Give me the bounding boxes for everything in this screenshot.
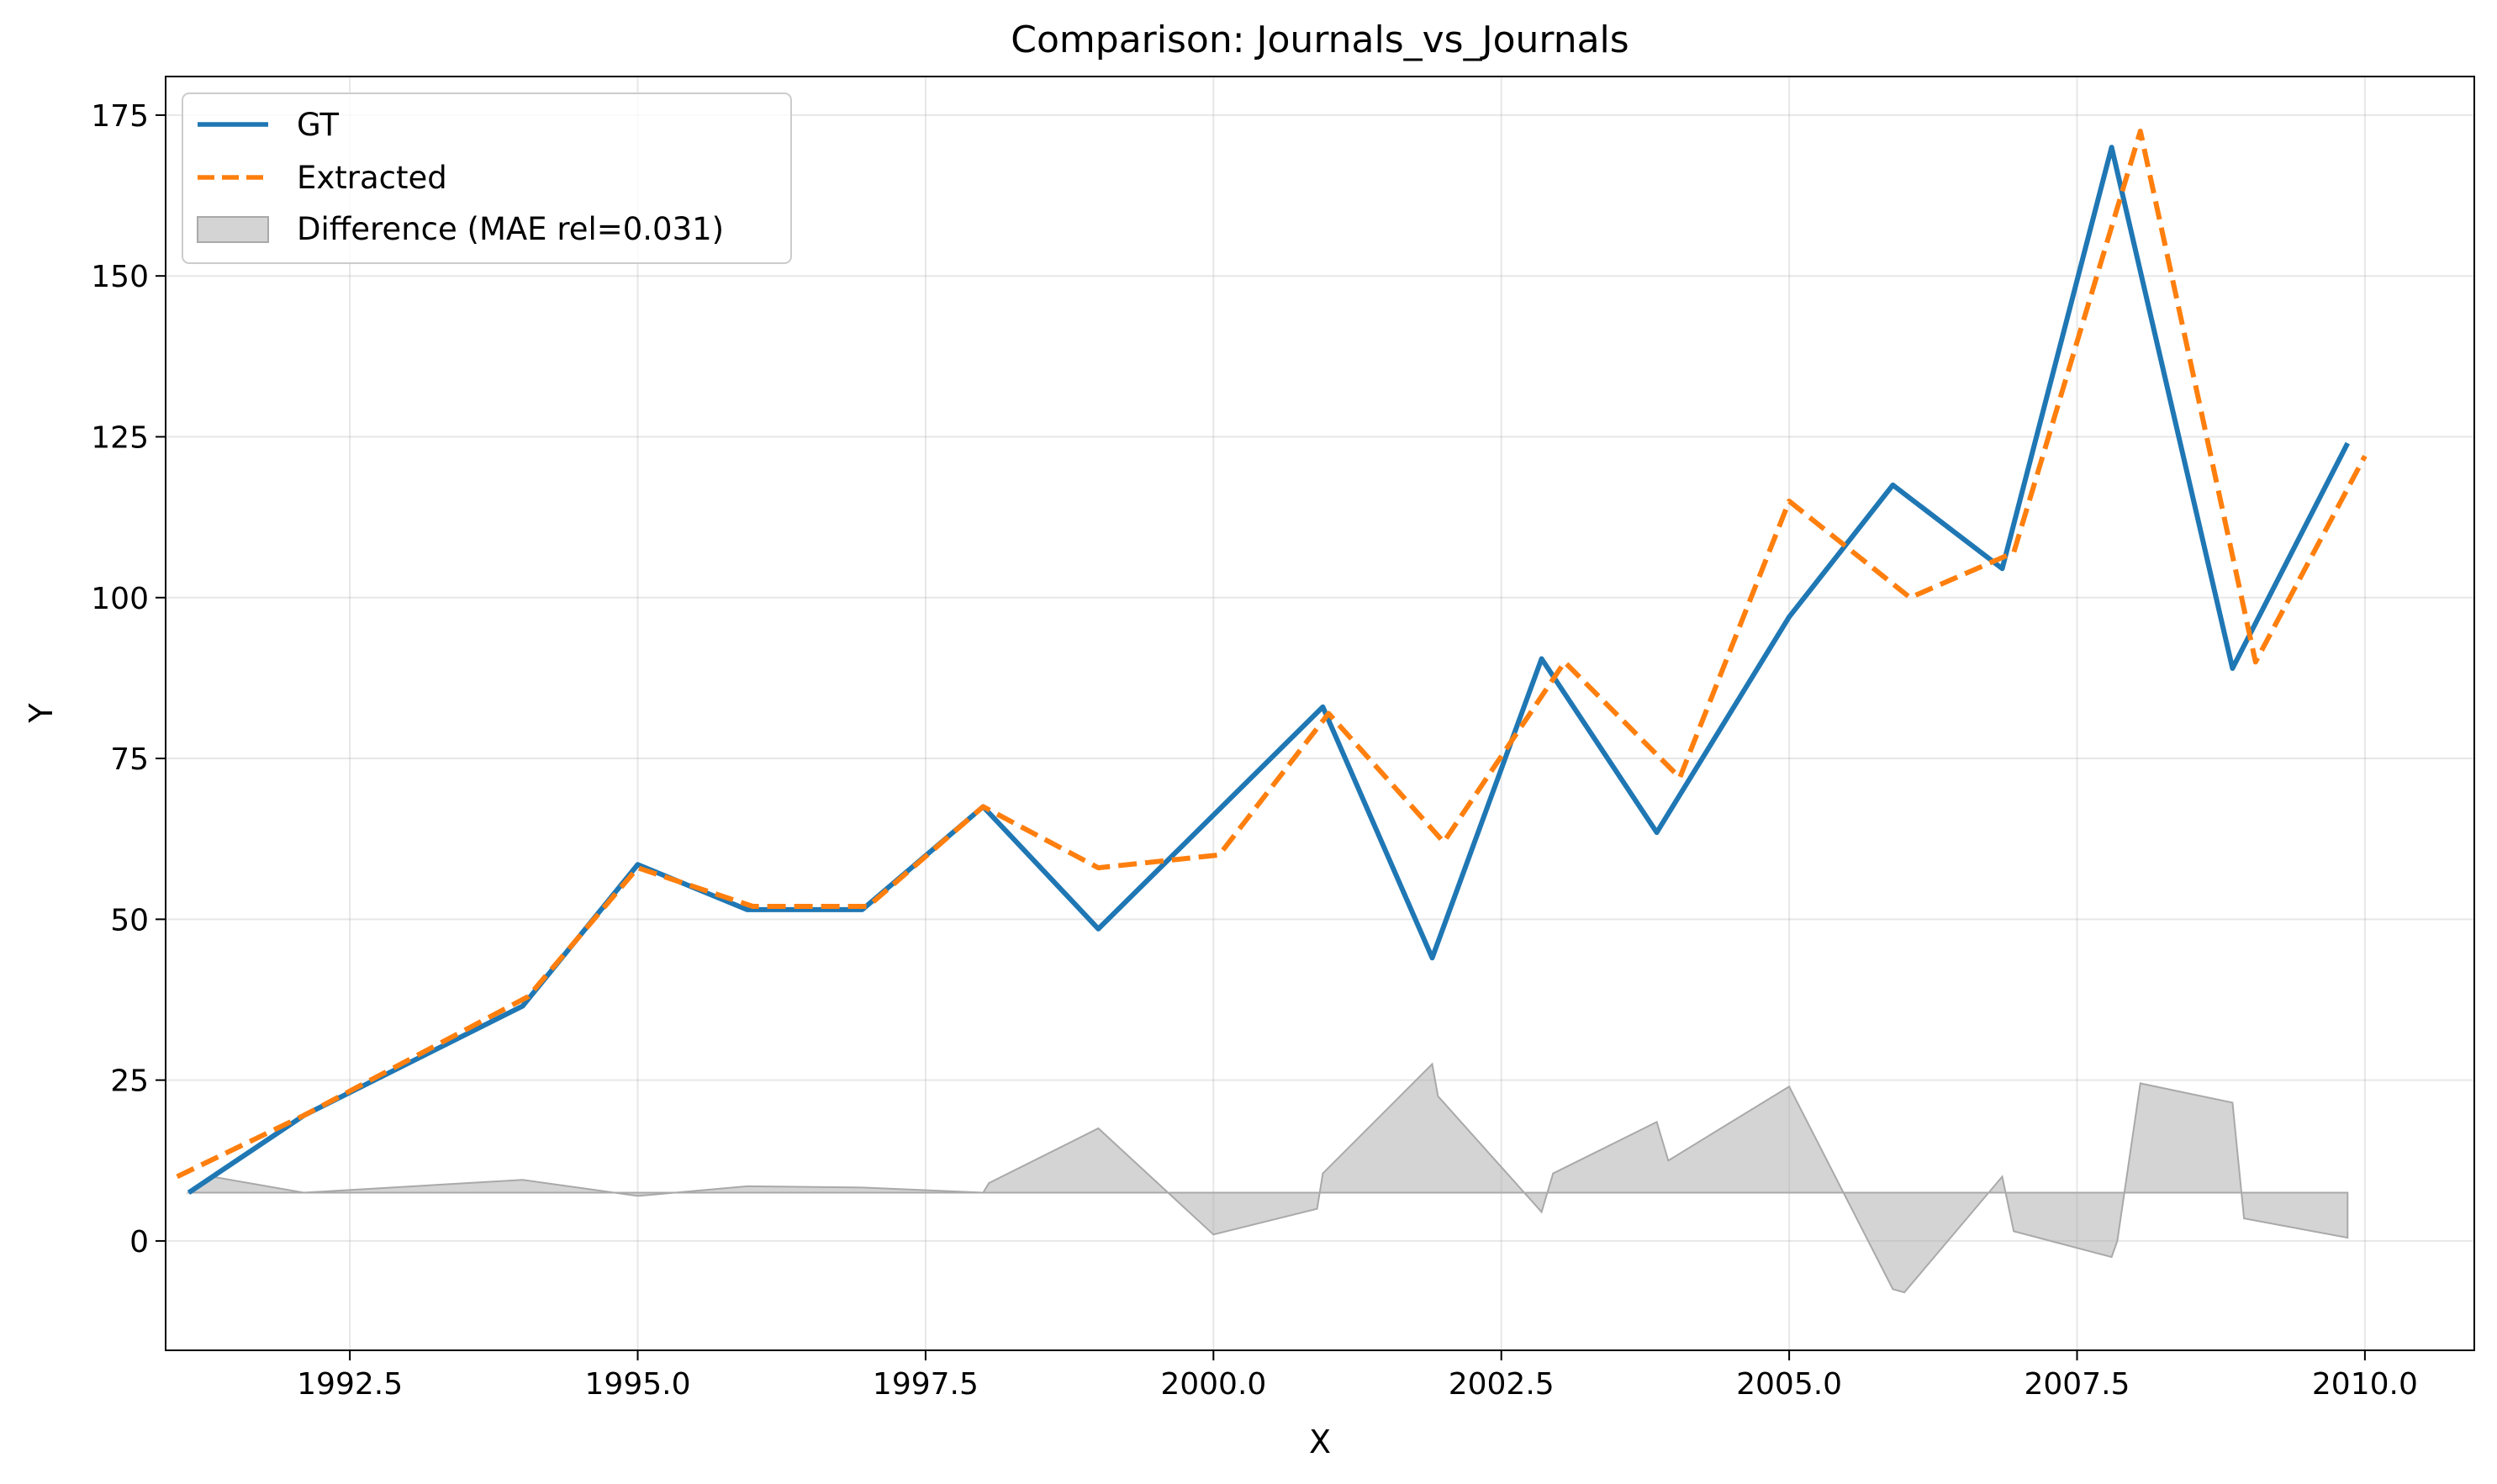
legend-gt-label: GT: [297, 107, 339, 143]
legend-difference-label: Difference (MAE rel=0.031): [297, 211, 724, 247]
x-tick-label: 1997.5: [873, 1367, 979, 1402]
y-tick-label: 50: [110, 903, 149, 937]
y-tick-label: 75: [110, 742, 149, 777]
x-axis-ticks: 1992.5 1995.0 1997.5 2000.0 2002.5 2005.0 2007…: [297, 1350, 2418, 1402]
series-line-extracted: [176, 129, 2368, 1180]
series-line-gt: [187, 145, 2350, 1195]
x-tick-label: 2002.5: [1449, 1367, 1555, 1402]
legend-difference-swatch: [197, 216, 269, 243]
series-layer: [176, 129, 2368, 1195]
chart-title: Comparison: Journals_vs_Journals: [1011, 18, 1629, 61]
y-tick-label: 25: [110, 1064, 149, 1099]
y-tick-label: 150: [91, 260, 149, 294]
y-tick-label: 125: [91, 420, 149, 455]
x-tick-label: 2000.0: [1160, 1367, 1266, 1402]
y-axis-ticks: 0 25 50 75 100 125 150 175: [91, 99, 166, 1260]
legend: GT Extracted Difference (MAE rel=0.031): [182, 92, 792, 264]
difference-area-layer: [186, 1062, 2349, 1294]
y-axis-label: Y: [23, 703, 60, 724]
x-tick-label: 2007.5: [2025, 1367, 2130, 1402]
y-tick-label: 0: [129, 1225, 149, 1260]
x-axis-label: X: [1309, 1423, 1331, 1460]
x-tick-label: 2010.0: [2312, 1367, 2418, 1402]
x-tick-label: 1995.0: [585, 1367, 691, 1402]
difference-area: [186, 1062, 2349, 1294]
grid-lines: [166, 77, 2474, 1350]
legend-extracted-label: Extracted: [297, 160, 447, 196]
y-tick-label: 100: [91, 582, 149, 616]
x-tick-label: 1992.5: [297, 1367, 403, 1402]
x-tick-label: 2005.0: [1736, 1367, 1842, 1402]
legend-box: [182, 92, 792, 264]
plot-frame: [165, 76, 2475, 1351]
y-tick-label: 175: [91, 99, 149, 134]
